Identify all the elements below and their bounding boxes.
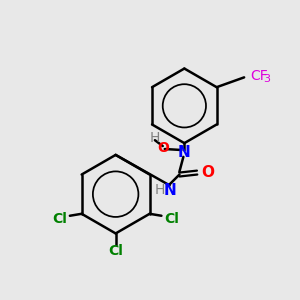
Text: H: H <box>150 131 160 145</box>
Text: Cl: Cl <box>108 244 123 258</box>
Text: 3: 3 <box>263 74 270 84</box>
Text: Cl: Cl <box>164 212 179 226</box>
Text: N: N <box>163 183 176 198</box>
Text: O: O <box>157 141 169 155</box>
Text: H: H <box>154 183 165 197</box>
Text: O: O <box>201 165 214 180</box>
Text: Cl: Cl <box>52 212 68 226</box>
Text: CF: CF <box>250 69 268 83</box>
Text: N: N <box>178 146 191 160</box>
